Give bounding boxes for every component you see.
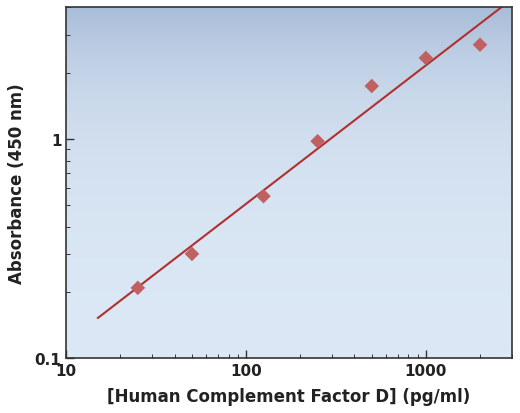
X-axis label: [Human Complement Factor D] (pg/ml): [Human Complement Factor D] (pg/ml) bbox=[107, 387, 471, 405]
Point bbox=[314, 139, 322, 145]
Y-axis label: Absorbance (450 nm): Absorbance (450 nm) bbox=[8, 83, 27, 284]
Point bbox=[476, 42, 484, 49]
Point bbox=[188, 251, 196, 258]
Point bbox=[368, 83, 376, 90]
Point bbox=[259, 193, 268, 200]
Point bbox=[134, 285, 142, 292]
Point bbox=[422, 55, 430, 62]
